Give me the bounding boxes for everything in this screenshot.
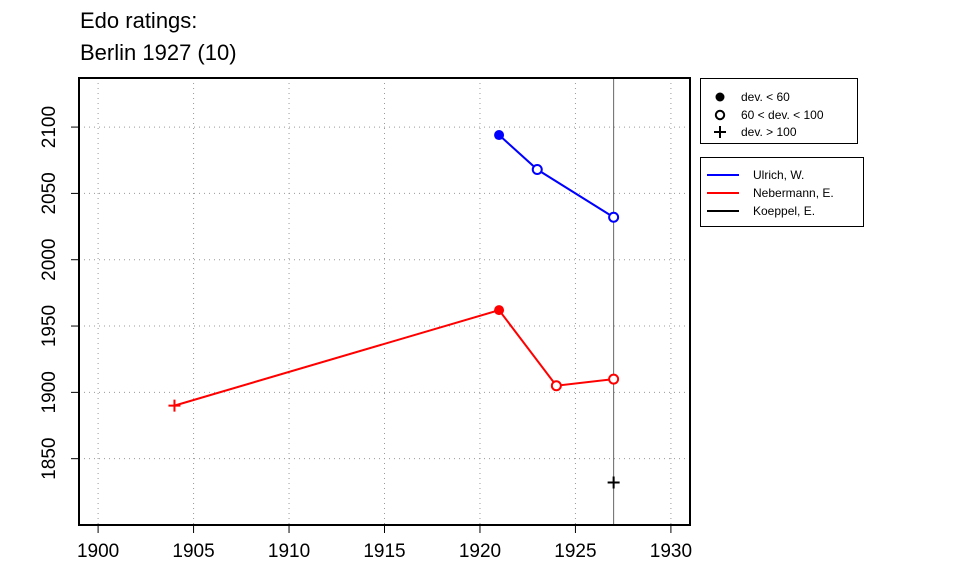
x-tick-label: 1930 bbox=[650, 541, 692, 562]
legend-label: dev. > 100 bbox=[741, 125, 797, 139]
series-line-swatch bbox=[707, 210, 739, 212]
x-tick-label: 1910 bbox=[268, 541, 310, 562]
chart-subtitle: Berlin 1927 (10) bbox=[80, 40, 237, 65]
data-point-open bbox=[608, 211, 620, 223]
x-tick-label: 1905 bbox=[172, 541, 214, 562]
data-point-open bbox=[531, 164, 543, 176]
series-line bbox=[174, 308, 614, 407]
series-line-swatch bbox=[707, 174, 739, 176]
legend-label: dev. < 60 bbox=[741, 90, 790, 104]
data-point-filled bbox=[494, 130, 505, 141]
x-tick-label: 1920 bbox=[459, 541, 501, 562]
y-tick-label: 2000 bbox=[39, 239, 60, 281]
y-tick-label: 1850 bbox=[39, 438, 60, 480]
y-tick-label: 2100 bbox=[39, 106, 60, 148]
plot-frame bbox=[78, 77, 691, 526]
series-legend: Ulrich, W. Nebermann, E. Koeppel, E. bbox=[700, 157, 864, 227]
data-point-open bbox=[608, 373, 620, 385]
y-tick-label: 1950 bbox=[39, 305, 60, 347]
chart-title: Edo ratings: bbox=[80, 8, 198, 33]
legend-label: 60 < dev. < 100 bbox=[741, 108, 824, 122]
data-point-plus bbox=[168, 399, 181, 412]
legend-label: Koeppel, E. bbox=[753, 204, 816, 218]
marker-legend: dev. < 60 60 < dev. < 100 dev. > 100 bbox=[700, 78, 858, 144]
filled-circle-icon bbox=[715, 92, 725, 102]
x-tick-label: 1925 bbox=[554, 541, 596, 562]
plus-icon bbox=[714, 126, 726, 138]
series-line bbox=[498, 134, 615, 219]
y-tick-label: 2050 bbox=[39, 172, 60, 214]
data-point-filled bbox=[494, 305, 505, 316]
open-circle-icon bbox=[714, 109, 726, 121]
x-tick-label: 1915 bbox=[363, 541, 405, 562]
series-line-swatch bbox=[707, 192, 739, 194]
data-point-plus bbox=[607, 476, 620, 489]
legend-label: Ulrich, W. bbox=[753, 168, 805, 182]
y-tick-label: 1900 bbox=[39, 371, 60, 413]
legend-label: Nebermann, E. bbox=[753, 186, 834, 200]
x-tick-label: 1900 bbox=[77, 541, 119, 562]
data-point-open bbox=[550, 380, 562, 392]
